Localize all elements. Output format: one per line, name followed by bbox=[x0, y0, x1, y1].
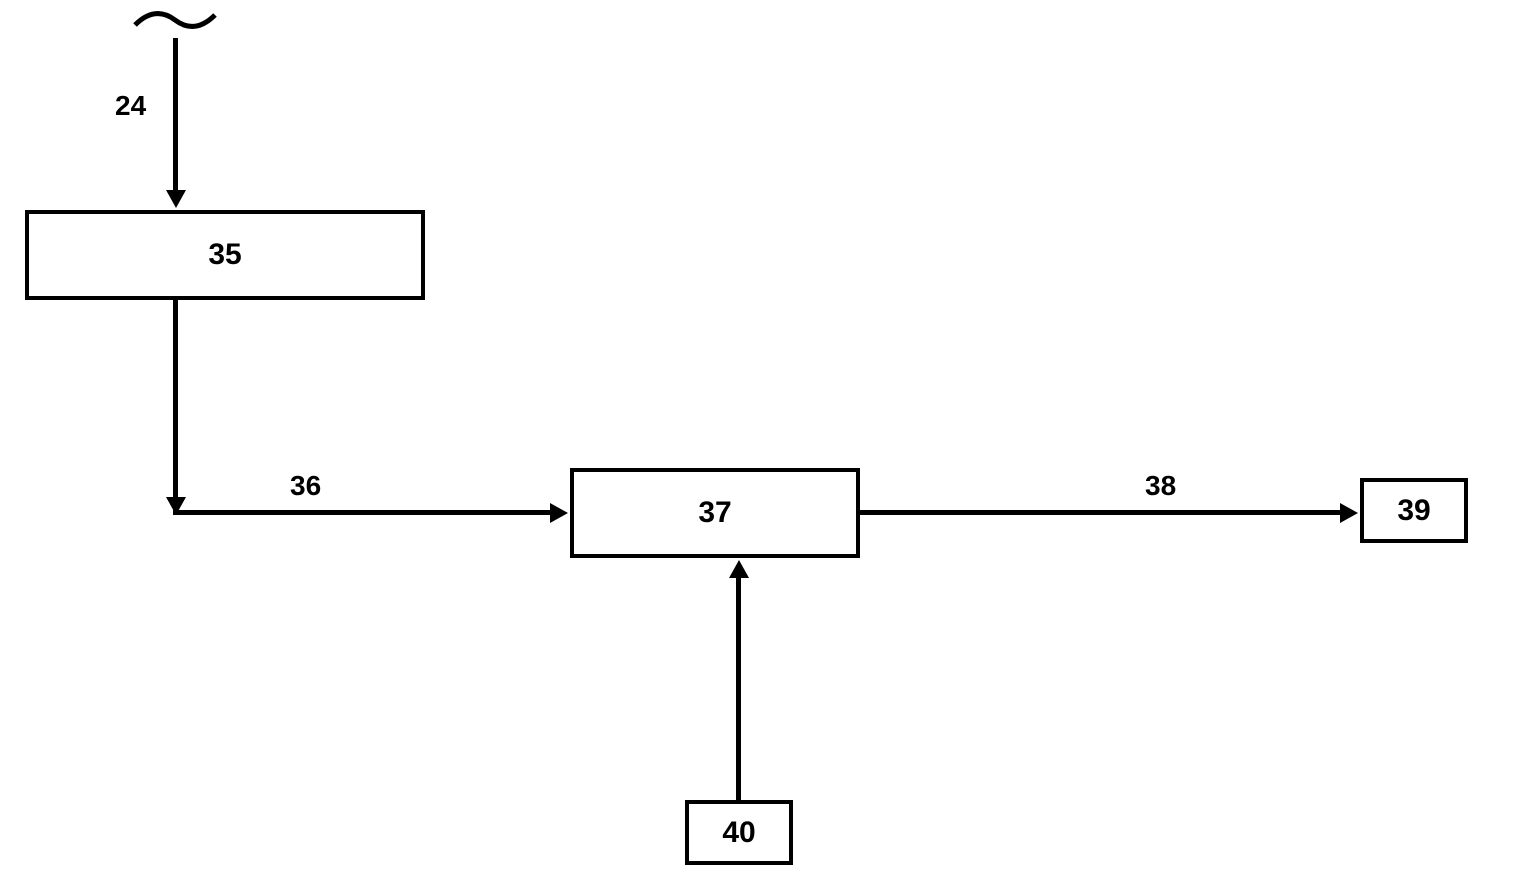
node-39: 39 bbox=[1360, 478, 1468, 543]
edge-36-arrowhead-h bbox=[550, 503, 568, 523]
tilde-glyph bbox=[130, 0, 220, 40]
edge-40-line bbox=[736, 578, 741, 800]
edge-36-line-h bbox=[173, 510, 553, 515]
edge-24-arrowhead bbox=[166, 190, 186, 208]
node-37-label: 37 bbox=[698, 496, 731, 530]
edge-38-line bbox=[860, 510, 1340, 515]
edge-38-label: 38 bbox=[1145, 470, 1176, 502]
edge-38-arrowhead bbox=[1340, 503, 1358, 523]
node-35: 35 bbox=[25, 210, 425, 300]
edge-24-line bbox=[173, 38, 178, 193]
edge-24-label: 24 bbox=[115, 90, 146, 122]
node-37: 37 bbox=[570, 468, 860, 558]
edge-40-arrowhead bbox=[729, 560, 749, 578]
node-39-label: 39 bbox=[1397, 494, 1430, 528]
node-40-label: 40 bbox=[722, 816, 755, 850]
edge-36-label: 36 bbox=[290, 470, 321, 502]
node-40: 40 bbox=[685, 800, 793, 865]
edge-36-line-v bbox=[173, 300, 178, 515]
node-35-label: 35 bbox=[208, 238, 241, 272]
